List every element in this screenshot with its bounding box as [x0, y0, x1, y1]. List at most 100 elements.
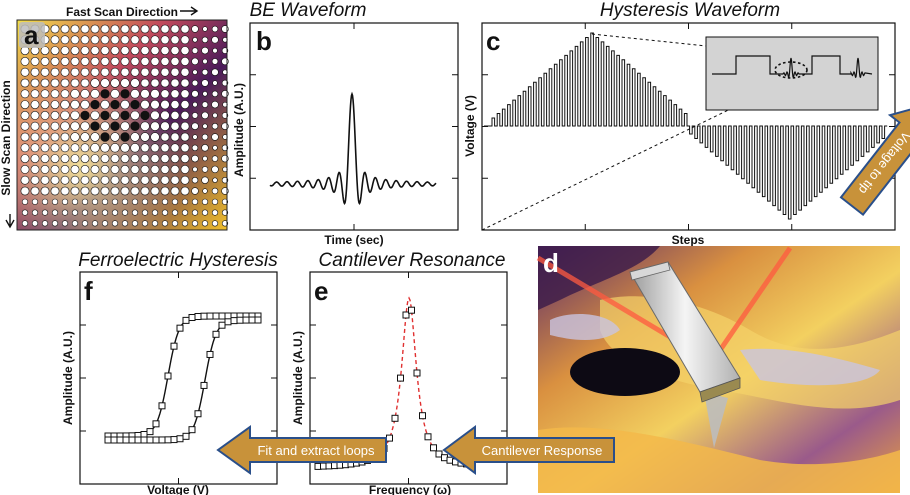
loop-marker [236, 316, 244, 324]
measurement-point [20, 132, 30, 142]
loop-marker [224, 312, 232, 320]
measurement-point [202, 155, 208, 162]
fast-scan-label: Fast Scan Direction [66, 5, 178, 19]
measurement-point [91, 209, 99, 216]
measurement-point [211, 209, 219, 216]
panel-e-ticks [310, 272, 507, 484]
measurement-point [111, 198, 119, 205]
measurement-point [20, 154, 30, 163]
measurement-point [160, 24, 170, 34]
measurement-point [60, 99, 70, 110]
measurement-point [150, 121, 160, 131]
voltage-arrow-shape [839, 102, 910, 217]
measurement-point [131, 220, 139, 227]
measurement-point [180, 121, 190, 131]
measurement-point [151, 209, 159, 216]
measurement-point [90, 154, 100, 163]
measurement-point [130, 35, 140, 45]
measurement-point [20, 175, 30, 185]
measurement-point [81, 220, 89, 227]
measurement-point [170, 24, 180, 34]
measurement-point [170, 143, 180, 153]
measurement-point [100, 164, 110, 174]
measurement-point [61, 209, 69, 216]
measurement-point [221, 112, 229, 119]
measurement-point [170, 89, 180, 99]
measurement-point [110, 89, 120, 99]
measurement-point [180, 143, 190, 153]
measurement-point [180, 57, 190, 66]
measurement-point [191, 144, 199, 152]
measurement-point [211, 187, 219, 195]
measurement-point [30, 57, 40, 66]
measurement-point [120, 89, 130, 99]
measurement-point [40, 111, 50, 120]
measurement-point [160, 154, 170, 163]
measurement-point [191, 209, 199, 216]
measurement-point [130, 99, 140, 110]
measurement-point [130, 121, 140, 131]
measurement-point [30, 164, 40, 174]
measurement-point [70, 35, 80, 45]
measurement-point [91, 198, 99, 205]
panel-e-letter: e [314, 276, 328, 306]
measurement-point [131, 198, 139, 205]
loop-marker [128, 436, 136, 444]
measurement-point [160, 57, 170, 66]
probe-tip-needle [704, 392, 728, 448]
measurement-point [140, 99, 150, 110]
loop-marker [182, 432, 190, 440]
measurement-point [161, 198, 169, 205]
measurement-point [150, 186, 160, 196]
measurement-point [221, 144, 229, 152]
panel-e-xlabel: Frequency (ω) [369, 483, 451, 495]
measurement-point [110, 35, 120, 45]
panel-c: Hysteresis Waveform c Voltage (V) Steps [463, 0, 896, 247]
surface-domain-wall-right [740, 348, 880, 386]
measurement-point [100, 99, 110, 110]
measurement-point [41, 220, 49, 227]
measurement-point [70, 89, 80, 99]
resonance-marker [402, 311, 410, 319]
measurement-point [171, 220, 179, 227]
measurement-point [180, 132, 190, 142]
measurement-point [140, 175, 150, 185]
measurement-point [120, 132, 130, 142]
measurement-point [40, 175, 50, 185]
measurement-point [202, 188, 208, 194]
measurement-point [101, 220, 109, 227]
measurement-point [201, 144, 209, 152]
measurement-point [100, 186, 110, 196]
measurement-point [60, 110, 70, 121]
panel-a-letter: a [24, 20, 39, 50]
resonance-marker [430, 444, 437, 452]
measurement-point [212, 145, 218, 151]
measurement-point [211, 58, 219, 65]
measurement-point [50, 186, 60, 196]
measurement-point [100, 132, 110, 142]
fit-extract-arrow-shape [216, 425, 387, 475]
measurement-point [140, 35, 150, 45]
measurement-point [50, 164, 60, 174]
measurement-point [40, 121, 50, 131]
measurement-point [60, 175, 70, 185]
measurement-point [20, 89, 30, 99]
measurement-point [40, 154, 50, 163]
measurement-point [70, 57, 80, 66]
measurement-point [101, 198, 109, 205]
measurement-point [61, 198, 69, 205]
measurement-point [201, 68, 209, 76]
measurement-point [130, 57, 140, 66]
measurement-point [50, 111, 60, 120]
measurement-point [120, 164, 130, 174]
measurement-point [70, 24, 80, 34]
measurement-point [212, 112, 218, 119]
measurement-point [202, 58, 208, 65]
panel-f-letter: f [84, 276, 93, 306]
loop-marker [212, 330, 220, 338]
scan-map-frame [16, 19, 228, 231]
measurement-point [111, 209, 119, 216]
cantilever-response-arrow: Cantilever Response [442, 425, 615, 475]
measurement-point [30, 186, 40, 196]
measurement-point [140, 78, 150, 88]
